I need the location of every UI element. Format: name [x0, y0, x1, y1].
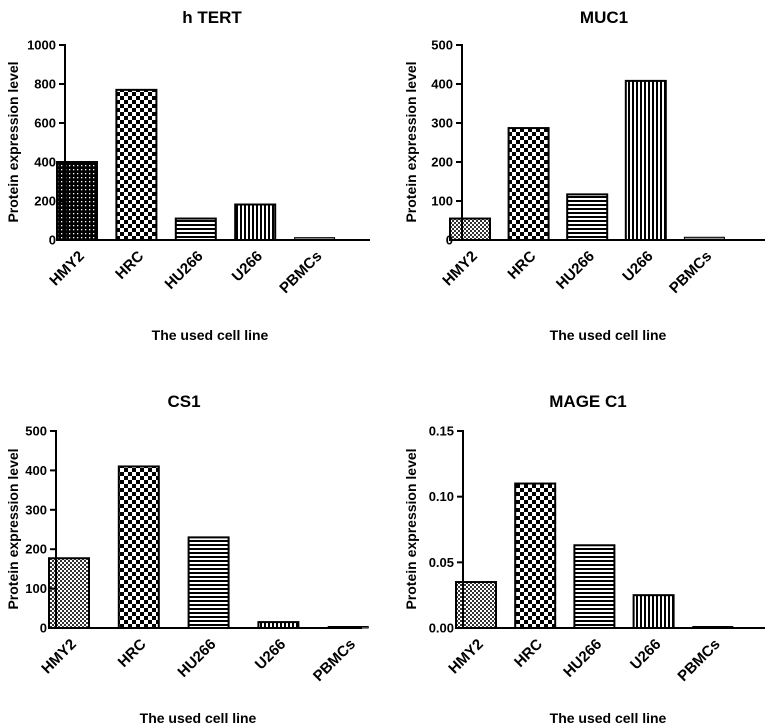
chart-title: CS1	[167, 392, 200, 411]
y-tick-label: 0.05	[429, 555, 454, 570]
x-axis-label: The used cell line	[550, 327, 667, 343]
y-tick-label: 1000	[27, 38, 56, 53]
y-axis-label: Protein expression level	[403, 61, 419, 222]
chart-panel-htert: h TERT Protein expression level The used…	[5, 8, 370, 343]
x-tick-label: PBMCs	[666, 248, 715, 297]
y-tick-label: 400	[25, 463, 47, 478]
chart-panel-magec1: MAGE C1 Protein expression level The use…	[403, 392, 765, 726]
y-tick-label: 800	[34, 77, 56, 92]
bar-hu266	[187, 536, 230, 630]
bar-hu266	[566, 193, 609, 241]
y-tick-label: 100	[25, 581, 47, 596]
y-tick-label: 0.15	[429, 424, 454, 439]
y-tick-label: 300	[431, 116, 453, 131]
y-tick-label: 0	[40, 621, 47, 636]
y-axis-label: Protein expression level	[403, 448, 419, 609]
y-tick-label: 200	[34, 194, 56, 209]
x-axis-label: The used cell line	[140, 710, 257, 726]
x-tick-label: HMY2	[38, 636, 79, 677]
bar-hrc	[507, 127, 550, 242]
y-axis-label: Protein expression level	[5, 448, 21, 609]
bar-u266	[632, 594, 675, 630]
y-tick-label: 100	[431, 194, 453, 209]
bar-hrc	[115, 88, 158, 241]
y-tick-label: 500	[431, 38, 453, 53]
y-axis-label: Protein expression level	[5, 61, 21, 222]
x-tick-label: HRC	[112, 248, 147, 283]
x-tick-label: HMY2	[46, 248, 87, 289]
y-tick-label: 300	[25, 502, 47, 517]
x-tick-label: HRC	[504, 248, 539, 283]
x-tick-label: U266	[619, 248, 656, 285]
x-axis-label: The used cell line	[152, 327, 269, 343]
y-tick-label: 400	[34, 155, 56, 170]
y-tick-label: 0.10	[429, 489, 454, 504]
bar-hu266	[573, 544, 616, 630]
x-tick-label: HU266	[560, 636, 605, 681]
bar-hu266	[174, 217, 217, 242]
x-tick-label: PBMCs	[674, 636, 723, 685]
x-tick-label: U266	[252, 636, 289, 673]
y-tick-label: 200	[25, 542, 47, 557]
y-tick-label: 600	[34, 116, 56, 131]
y-tick-label: 0.00	[429, 621, 454, 636]
chart-panel-cs1: CS1 Protein expression level The used ce…	[5, 392, 369, 726]
x-tick-label: HU266	[162, 248, 207, 293]
y-tick-label: 0	[49, 233, 56, 248]
x-tick-label: U266	[229, 248, 266, 285]
y-tick-label: 400	[431, 77, 453, 92]
x-tick-label: HMY2	[445, 636, 486, 677]
x-axis-label: The used cell line	[550, 710, 667, 726]
x-tick-label: HRC	[511, 636, 546, 671]
chart-title: h TERT	[182, 8, 242, 27]
bar-hmy2	[449, 217, 491, 242]
chart-panel-muc1: MUC1 Protein expression level The used c…	[403, 8, 765, 343]
bar-hrc	[117, 465, 160, 629]
x-tick-label: HRC	[115, 636, 150, 671]
x-tick-label: HMY2	[439, 248, 480, 289]
x-tick-label: PBMCs	[310, 636, 359, 685]
bar-u266	[234, 203, 277, 241]
x-tick-label: U266	[627, 636, 664, 673]
y-tick-label: 200	[431, 155, 453, 170]
x-tick-label: PBMCs	[276, 248, 325, 297]
x-tick-label: HU266	[553, 248, 598, 293]
chart-title: MAGE C1	[549, 392, 626, 411]
bar-hrc	[514, 482, 557, 629]
y-tick-label: 0	[446, 233, 453, 248]
y-tick-label: 500	[25, 424, 47, 439]
x-tick-label: HU266	[174, 636, 219, 681]
bar-u266	[624, 79, 667, 241]
chart-title: MUC1	[580, 8, 628, 27]
